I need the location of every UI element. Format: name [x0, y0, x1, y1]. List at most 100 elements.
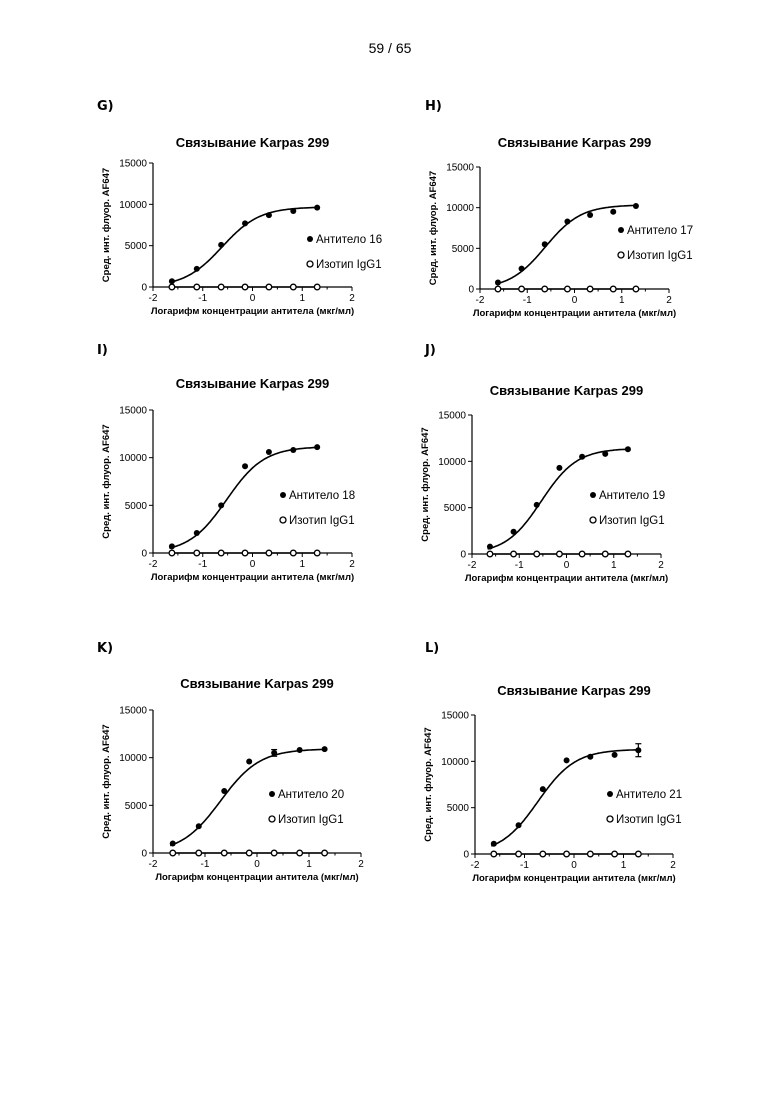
isotype-data-point [495, 286, 501, 292]
antibody-data-point [194, 266, 200, 272]
isotype-data-point [534, 551, 540, 557]
legend-marker-filled [590, 492, 596, 498]
legend-marker-filled [269, 791, 275, 797]
x-tick-label: 2 [666, 295, 672, 306]
antibody-data-point [540, 786, 546, 792]
isotype-data-point [610, 286, 616, 292]
legend-number: 16 [369, 234, 382, 246]
panel-label-g: G) [97, 99, 114, 114]
x-axis-title: Логарифм концентрации антитела (мкг/мл) [155, 872, 358, 883]
y-tick-label: 15000 [119, 406, 147, 417]
legend-marker-open [607, 816, 613, 822]
antibody-data-point [297, 747, 303, 753]
isotype-data-point [588, 851, 594, 857]
isotype-data-point [564, 851, 570, 857]
x-tick-label: 2 [349, 293, 355, 304]
y-tick-label: 10000 [119, 200, 147, 211]
legend-marker-open [307, 261, 313, 267]
chart-title: Связывание Karpas 299 [176, 376, 329, 391]
chart-title: Связывание Karpas 299 [490, 383, 643, 398]
antibody-data-point [242, 220, 248, 226]
antibody-data-point [266, 212, 272, 218]
antibody-data-point [534, 502, 540, 508]
antibody-data-point [314, 205, 320, 211]
antibody-data-point [511, 529, 517, 535]
x-tick-label: 0 [254, 859, 260, 870]
antibody-fit-curve [169, 208, 317, 283]
x-tick-label: -2 [149, 859, 158, 870]
legend-name: Антитело [616, 789, 669, 801]
legend-label: Антитело 21 [616, 789, 682, 801]
isotype-data-point [297, 850, 303, 856]
antibody-data-point [587, 754, 593, 760]
x-axis-title: Логарифм концентрации антитела (мкг/мл) [473, 308, 676, 319]
legend-name: Антитело [627, 225, 680, 237]
legend-number: 21 [669, 789, 682, 801]
legend-label: Антитело 17 [627, 225, 693, 237]
isotype-data-point [487, 551, 493, 557]
x-tick-label: -1 [520, 860, 529, 871]
x-tick-label: 0 [572, 295, 578, 306]
antibody-data-point [218, 502, 224, 508]
antibody-data-point [290, 208, 296, 214]
y-tick-label: 0 [460, 550, 466, 561]
x-tick-label: -1 [515, 560, 524, 571]
x-tick-label: -1 [201, 859, 210, 870]
isotype-data-point [290, 550, 296, 556]
antibody-data-point [495, 279, 501, 285]
y-tick-label: 0 [141, 849, 147, 860]
binding-chart-k: Связывание Karpas 299050001000015000-2-1… [95, 672, 385, 892]
y-tick-label: 10000 [438, 457, 466, 468]
isotype-data-point [266, 284, 272, 290]
antibody-data-point [266, 449, 272, 455]
x-tick-label: -2 [471, 860, 480, 871]
legend-label: Антитело 20 [278, 789, 344, 801]
y-tick-label: 10000 [119, 453, 147, 464]
antibody-data-point [564, 218, 570, 224]
y-tick-label: 5000 [125, 501, 148, 512]
isotype-data-point [290, 284, 296, 290]
legend-marker-open [280, 517, 286, 523]
x-tick-label: -1 [523, 295, 532, 306]
legend-label: Изотип IgG1 [278, 814, 344, 826]
isotype-data-point [636, 851, 642, 857]
x-tick-label: 1 [621, 860, 627, 871]
y-tick-label: 15000 [441, 711, 469, 722]
binding-chart-g: Связывание Karpas 299050001000015000-2-1… [95, 130, 380, 330]
isotype-data-point [271, 850, 277, 856]
y-tick-label: 10000 [446, 203, 474, 214]
legend-label: Антитело 18 [289, 490, 355, 502]
y-tick-label: 0 [463, 850, 469, 861]
antibody-data-point [635, 747, 641, 753]
x-tick-label: 1 [619, 295, 625, 306]
isotype-data-point [633, 286, 639, 292]
legend-marker-filled [607, 791, 613, 797]
y-tick-label: 0 [468, 285, 474, 296]
y-tick-label: 0 [141, 549, 147, 560]
legend-name: Изотип [599, 515, 640, 527]
isotype-data-point [540, 851, 546, 857]
x-tick-label: -1 [198, 293, 207, 304]
antibody-data-point [169, 543, 175, 549]
x-tick-label: -1 [198, 559, 207, 570]
y-axis-title: Сред. инт. флуор. AF647 [101, 168, 112, 282]
legend-label: Изотип IgG1 [289, 515, 355, 527]
legend-name: Антитело [278, 789, 331, 801]
antibody-data-point [290, 447, 296, 453]
isotype-data-point [542, 286, 548, 292]
binding-chart-l: Связывание Karpas 299050001000015000-2-1… [420, 678, 710, 890]
antibody-data-point [242, 463, 248, 469]
isotype-data-point [322, 850, 328, 856]
antibody-data-point [519, 266, 525, 272]
y-tick-label: 10000 [119, 753, 147, 764]
legend-label: Антитело 19 [599, 490, 665, 502]
isotype-data-point [266, 550, 272, 556]
y-axis-title: Сред. инт. флуор. AF647 [428, 171, 439, 285]
legend-name: Изотип [316, 259, 357, 271]
x-tick-label: 2 [358, 859, 364, 870]
antibody-data-point [170, 840, 176, 846]
x-tick-label: 1 [611, 560, 617, 571]
isotype-data-point [196, 850, 202, 856]
antibody-data-point [625, 446, 631, 452]
x-axis-title: Логарифм концентрации антитела (мкг/мл) [151, 572, 354, 583]
